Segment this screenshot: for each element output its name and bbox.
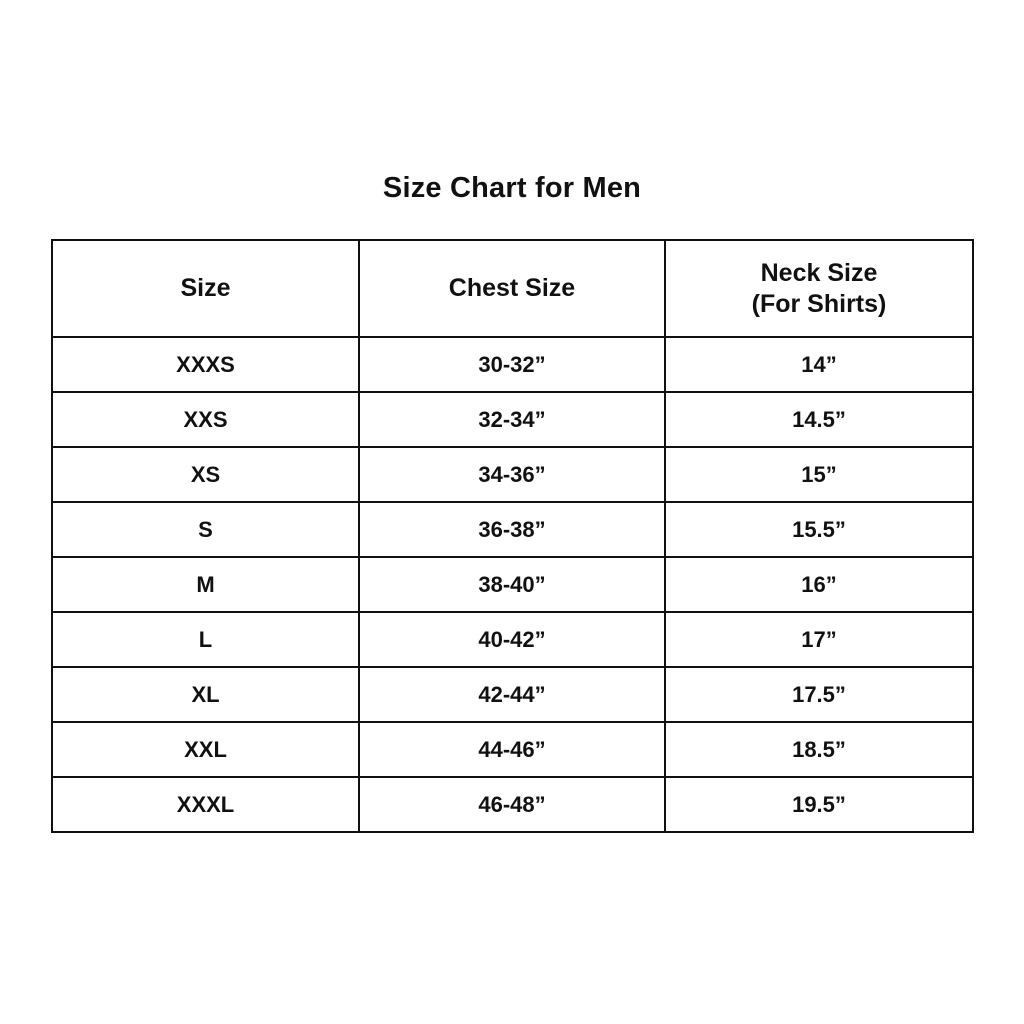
cell-chest-size: 30-32” [358,336,666,393]
column-header-neck-size-sublabel: (For Shirts) [751,289,887,318]
column-header-neck-size: Neck Size (For Shirts) [664,239,974,338]
cell-chest-size: 42-44” [358,666,666,723]
column-header-size-label: Size [180,274,231,303]
cell-size: XL [51,666,360,723]
cell-neck-size: 14” [664,336,974,393]
cell-neck-size: 14.5” [664,391,974,448]
cell-neck-size: 15” [664,446,974,503]
column-header-chest-size: Chest Size [358,239,666,338]
cell-size: XS [51,446,360,503]
column-header-size: Size [51,239,360,338]
size-chart-table: Size Chest Size Neck Size (For Shirts) X… [51,239,974,833]
cell-size: M [51,556,360,613]
table-row: XS 34-36” 15” [51,446,974,503]
cell-neck-size: 18.5” [664,721,974,778]
table-row: L 40-42” 17” [51,611,974,668]
cell-chest-size: 46-48” [358,776,666,833]
table-row: M 38-40” 16” [51,556,974,613]
cell-size: XXXS [51,336,360,393]
cell-chest-size: 38-40” [358,556,666,613]
table-row: XL 42-44” 17.5” [51,666,974,723]
cell-size: XXS [51,391,360,448]
cell-chest-size: 40-42” [358,611,666,668]
table-row: XXXL 46-48” 19.5” [51,776,974,833]
cell-neck-size: 17.5” [664,666,974,723]
cell-chest-size: 32-34” [358,391,666,448]
cell-chest-size: 34-36” [358,446,666,503]
table-body: XXXS 30-32” 14” XXS 32-34” 14.5” XS 34-3… [51,336,974,833]
cell-neck-size: 19.5” [664,776,974,833]
cell-neck-size: 16” [664,556,974,613]
table-header-row: Size Chest Size Neck Size (For Shirts) [51,239,974,338]
column-header-neck-size-label: Neck Size [760,259,878,287]
table-row: XXL 44-46” 18.5” [51,721,974,778]
cell-size: S [51,501,360,558]
cell-size: L [51,611,360,668]
cell-size: XXL [51,721,360,778]
table-header: Size Chest Size Neck Size (For Shirts) [51,239,974,338]
cell-neck-size: 17” [664,611,974,668]
page-title: Size Chart for Men [382,172,642,204]
table-row: XXXS 30-32” 14” [51,336,974,393]
cell-neck-size: 15.5” [664,501,974,558]
table-row: XXS 32-34” 14.5” [51,391,974,448]
cell-chest-size: 44-46” [358,721,666,778]
cell-chest-size: 36-38” [358,501,666,558]
cell-size: XXXL [51,776,360,833]
column-header-chest-size-label: Chest Size [448,274,576,303]
table-row: S 36-38” 15.5” [51,501,974,558]
